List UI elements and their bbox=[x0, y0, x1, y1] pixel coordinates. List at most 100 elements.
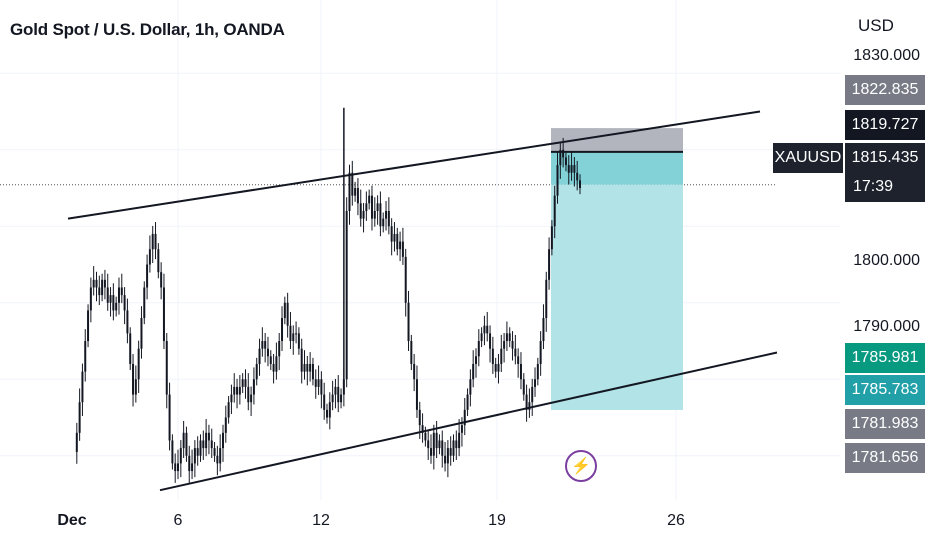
candle-body bbox=[531, 386, 534, 403]
candle-body bbox=[112, 295, 115, 311]
candle-body bbox=[182, 432, 185, 449]
candle-body bbox=[168, 394, 171, 441]
candle-body bbox=[472, 363, 475, 380]
candle-body bbox=[92, 279, 95, 288]
candle-body bbox=[177, 463, 180, 472]
candle-body bbox=[562, 149, 565, 158]
candle-body bbox=[126, 310, 129, 334]
candle-body bbox=[415, 379, 418, 410]
candle-body bbox=[455, 440, 458, 449]
candle-body bbox=[463, 409, 466, 426]
candle-body bbox=[120, 287, 123, 296]
candle-body bbox=[570, 165, 573, 173]
candle-body bbox=[427, 440, 430, 449]
candle-body bbox=[430, 448, 433, 456]
candle-body bbox=[292, 333, 295, 342]
candle-body bbox=[171, 440, 174, 464]
candle-body bbox=[567, 165, 570, 173]
lower-trendline bbox=[159, 351, 778, 492]
candle-body bbox=[480, 333, 483, 342]
candle-body bbox=[289, 325, 292, 342]
price-label-target-alt: 1785.783 bbox=[845, 375, 925, 405]
candle-body bbox=[250, 394, 253, 403]
candle-body bbox=[75, 432, 78, 452]
candle-body bbox=[356, 188, 359, 204]
lightning-icon[interactable]: ⚡ bbox=[565, 450, 597, 482]
candle-body bbox=[564, 157, 567, 166]
candle-body bbox=[556, 165, 559, 196]
candle-body bbox=[98, 287, 101, 296]
candle-body bbox=[143, 287, 146, 319]
candle-body bbox=[511, 341, 514, 349]
candle-body bbox=[309, 363, 312, 372]
candle-body bbox=[109, 295, 112, 303]
candle-body bbox=[539, 341, 542, 364]
candle-body bbox=[486, 325, 489, 334]
candle-body bbox=[244, 379, 247, 387]
candle-body bbox=[359, 203, 362, 219]
candle-body bbox=[379, 203, 382, 227]
candle-body bbox=[435, 432, 438, 449]
candle-body bbox=[188, 455, 191, 472]
candle-body bbox=[134, 379, 137, 395]
candle-body bbox=[146, 264, 149, 288]
candle-body bbox=[449, 448, 452, 456]
candle-body bbox=[370, 195, 373, 219]
candle-body bbox=[503, 341, 506, 349]
upper-trendline bbox=[67, 110, 761, 220]
candle-body bbox=[129, 333, 132, 364]
candle-body bbox=[317, 379, 320, 387]
x-tick-label: 6 bbox=[173, 512, 183, 529]
candle-body bbox=[517, 356, 520, 364]
candle-body bbox=[331, 394, 334, 403]
candle-body bbox=[297, 333, 300, 349]
candle-body bbox=[255, 363, 258, 380]
candle-body bbox=[542, 318, 545, 342]
candle-body bbox=[497, 363, 500, 372]
candle-body bbox=[151, 233, 154, 250]
candle-body bbox=[407, 302, 410, 342]
y-tick-label: 1790.000 bbox=[853, 318, 920, 335]
candle-body bbox=[101, 279, 104, 296]
candle-body bbox=[132, 363, 135, 395]
candle-body bbox=[247, 386, 250, 403]
candle-body bbox=[233, 386, 236, 395]
candle-body bbox=[236, 386, 239, 395]
candle-body bbox=[387, 210, 390, 227]
candle-body bbox=[219, 448, 222, 464]
candle-body bbox=[174, 463, 177, 472]
candle-body bbox=[550, 226, 553, 250]
candle-body bbox=[320, 379, 323, 395]
candle-body bbox=[89, 287, 92, 311]
profit-zone bbox=[551, 184, 683, 411]
candle-body bbox=[522, 379, 525, 395]
candle-body bbox=[185, 432, 188, 456]
candle-body bbox=[348, 172, 351, 211]
candle-body bbox=[404, 256, 407, 303]
candle-body bbox=[452, 440, 455, 456]
candle-body bbox=[199, 440, 202, 456]
price-label-entry: 1819.727 bbox=[845, 110, 925, 140]
candle-body bbox=[573, 165, 576, 173]
candle-body bbox=[483, 325, 486, 334]
candle-body bbox=[441, 440, 444, 456]
candle-body bbox=[193, 448, 196, 464]
candle-body bbox=[157, 249, 160, 273]
candle-body bbox=[340, 394, 343, 403]
candle-body bbox=[269, 356, 272, 364]
candle-body bbox=[410, 341, 413, 364]
candle-body bbox=[368, 195, 371, 204]
candle-body bbox=[311, 363, 314, 380]
candle-body bbox=[528, 402, 531, 410]
candle-body bbox=[202, 440, 205, 449]
candle-body bbox=[446, 448, 449, 464]
candle-body bbox=[264, 341, 267, 349]
candle-body bbox=[393, 233, 396, 242]
candle-body bbox=[162, 287, 165, 342]
candle-body bbox=[165, 341, 168, 395]
profit-zone-filled bbox=[551, 151, 683, 185]
symbol-label: XAUUSD bbox=[773, 143, 843, 173]
candle-body bbox=[477, 341, 480, 357]
